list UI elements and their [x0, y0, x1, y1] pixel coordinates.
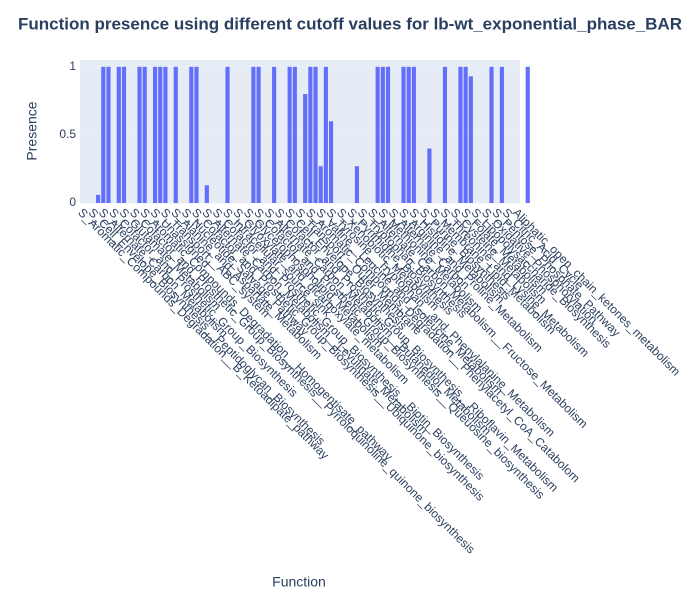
- chart-title: Function presence using different cutoff…: [18, 14, 682, 33]
- bar: [272, 66, 277, 203]
- bar: [463, 66, 468, 203]
- bar: [375, 66, 380, 203]
- bar: [442, 66, 448, 203]
- bar: [137, 66, 142, 203]
- y-tick-label: 0.5: [59, 127, 76, 141]
- bar: [499, 66, 504, 203]
- bar: [101, 66, 106, 203]
- bar: [489, 66, 494, 203]
- bar: [406, 66, 411, 203]
- x-axis-title: Function: [272, 574, 326, 590]
- bar: [116, 66, 121, 203]
- bar: [318, 166, 323, 203]
- bar: [354, 166, 360, 203]
- bar: [225, 66, 230, 203]
- bar: [158, 66, 163, 203]
- bar: [96, 194, 101, 203]
- bar: [411, 66, 416, 203]
- y-axis-title: Presence: [24, 101, 40, 160]
- bar: [380, 66, 385, 203]
- bar: [163, 66, 168, 203]
- bar: [401, 66, 406, 203]
- bar: [106, 66, 111, 203]
- bar: [328, 121, 334, 203]
- bar: [142, 66, 147, 203]
- bar: [204, 185, 209, 203]
- bar: [194, 66, 199, 203]
- bar: [256, 66, 261, 203]
- bar: [152, 66, 158, 203]
- bar: [525, 66, 530, 203]
- bar: [468, 76, 473, 203]
- bar: [303, 94, 308, 203]
- y-tick-label: 0: [69, 195, 76, 209]
- bar: [458, 66, 463, 203]
- bar: [292, 66, 297, 203]
- bar: [385, 66, 391, 203]
- y-tick-label: 1: [69, 59, 76, 73]
- bar: [121, 66, 127, 203]
- bar: [173, 66, 178, 203]
- bar: [313, 66, 318, 203]
- bar: [323, 66, 328, 203]
- bar: [308, 66, 313, 203]
- bar: [287, 66, 292, 203]
- bar: [251, 66, 256, 203]
- bar: [189, 66, 194, 203]
- bar: [427, 148, 432, 203]
